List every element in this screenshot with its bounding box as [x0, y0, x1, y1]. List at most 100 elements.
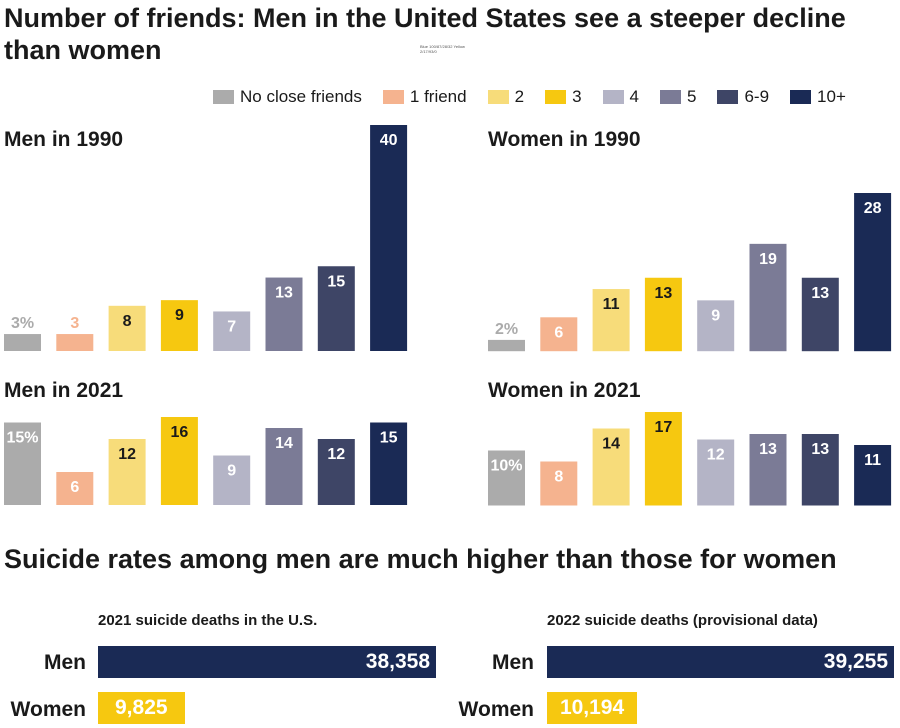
bar [4, 334, 41, 351]
legend-label: 3 [572, 87, 582, 106]
legend-label: 6-9 [744, 87, 770, 106]
bar [213, 455, 251, 505]
men-bar: 39,255 [547, 646, 894, 678]
bar-value-label: 15 [380, 430, 398, 447]
legend-item: 5 [660, 87, 696, 107]
women-1990-title: Women in 1990 [488, 128, 641, 151]
legend-label: 2 [514, 87, 525, 106]
legend-swatch [545, 90, 567, 104]
bar-value-label: 10,194 [559, 696, 625, 719]
bar-value-label: 15 [327, 273, 345, 290]
bar-value-label: 9 [711, 307, 720, 324]
bar [4, 422, 41, 505]
bar [644, 411, 682, 505]
bar-value-label: 13 [811, 441, 829, 458]
bar [592, 428, 630, 505]
legend: No close friends 1 friend 2 3 4 5 6-9 10+ [213, 86, 893, 108]
suicide-2022-women-label: Women [458, 698, 534, 721]
bar-value-label: 13 [655, 285, 673, 302]
bar [697, 439, 735, 505]
legend-swatch [717, 90, 739, 104]
bar-value-label: 12 [327, 446, 345, 463]
suicide-section-title: Suicide rates among men are much higher … [4, 544, 837, 574]
bar-value-label: 11 [603, 296, 620, 313]
legend-swatch [790, 90, 812, 104]
bar [749, 243, 787, 351]
men-2021-bar-chart: 15% 6 12 16 9 14 12 15 [4, 417, 408, 505]
bar-value-label: 8 [554, 468, 563, 485]
bar [160, 417, 198, 505]
bar [540, 317, 578, 351]
legend-item: 10+ [790, 87, 846, 107]
bar-value-label: 11 [864, 452, 881, 469]
bar-value-label: 15% [6, 430, 38, 447]
men-1990-bar-chart: 3% 3 8 9 7 13 15 40 [4, 125, 408, 351]
bar-value-label: 40 [380, 132, 398, 149]
bar-value-label: 38,358 [365, 650, 430, 673]
bar [265, 277, 303, 351]
bar-value-label: 12 [707, 446, 725, 463]
bar [488, 450, 525, 505]
bar [317, 266, 355, 351]
bar [108, 305, 146, 351]
bar-value-label: 2% [495, 321, 518, 338]
bar-value-label: 19 [759, 251, 777, 268]
bar-value-label: 13 [811, 285, 829, 302]
bar [317, 439, 355, 505]
bar [108, 439, 146, 505]
bar-value-label: 3% [11, 315, 34, 332]
women-2021-bar-chart: 10% 8 14 17 12 13 13 11 [488, 411, 892, 505]
legend-item: 4 [602, 87, 639, 107]
bar [56, 472, 94, 505]
bar-value-label: 10% [490, 457, 522, 474]
suicide-2021-title: 2021 suicide deaths in the U.S. [98, 612, 318, 629]
men-1990-title: Men in 1990 [4, 128, 124, 151]
legend-swatch [487, 90, 509, 104]
suicide-2022-men-label: Men [492, 651, 534, 674]
legend-label: No close friends [240, 87, 362, 106]
legend-label: 1 friend [409, 87, 467, 106]
bar-value-label: 13 [275, 285, 293, 302]
men-bar: 38,358 [98, 646, 436, 678]
bar [801, 433, 839, 505]
bar [749, 433, 787, 505]
legend-item: 1 friend [382, 87, 467, 107]
bar [370, 125, 408, 351]
bar-value-label: 13 [759, 441, 777, 458]
bar-value-label: 9,825 [115, 696, 168, 719]
bar [265, 428, 303, 505]
suicide-2021-men-label: Men [44, 651, 86, 674]
bar-value-label: 3 [70, 315, 79, 332]
bar [488, 339, 525, 351]
bar-value-label: 14 [602, 435, 620, 452]
legend-swatch [602, 90, 624, 104]
suicide-2021-women-label: Women [10, 698, 86, 721]
bar [854, 444, 892, 505]
bar [801, 277, 839, 351]
bar [697, 300, 735, 351]
color-spec-note: Blue 100/87/28/32 Yellow 2/17/93/0 [420, 44, 465, 54]
bar-value-label: 12 [118, 446, 136, 463]
women-2021-title: Women in 2021 [488, 379, 641, 402]
bar-value-label: 39,255 [823, 650, 888, 673]
bar-value-label: 14 [275, 435, 293, 452]
bar-value-label: 8 [123, 313, 132, 330]
bar-value-label: 7 [227, 318, 236, 335]
women-bar: 10,194 [547, 692, 638, 724]
bar [592, 288, 630, 351]
suicide-2022-title: 2022 suicide deaths (provisional data) [547, 612, 818, 629]
bar [540, 461, 578, 505]
bar [56, 334, 94, 351]
bar [370, 422, 408, 505]
legend-swatch [382, 90, 404, 104]
bar-value-label: 9 [227, 463, 236, 480]
legend-item: 2 [487, 87, 525, 107]
legend-item: 6-9 [717, 87, 769, 107]
men-2021-title: Men in 2021 [4, 379, 124, 402]
legend-label: 5 [687, 87, 697, 106]
legend-item: No close friends [213, 87, 362, 107]
bar [160, 300, 198, 351]
bar [644, 277, 682, 351]
legend-label: 4 [629, 87, 639, 106]
bar-value-label: 6 [554, 324, 563, 341]
